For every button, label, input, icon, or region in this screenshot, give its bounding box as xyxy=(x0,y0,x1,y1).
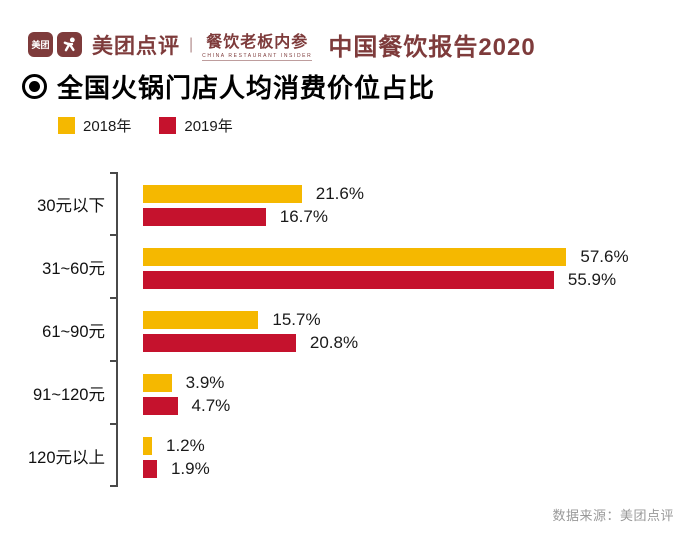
legend-swatch-2018 xyxy=(58,117,75,134)
bar-2019 xyxy=(143,460,157,478)
legend-label-2019: 2019年 xyxy=(184,118,233,135)
bar-row: 1.9% xyxy=(143,459,210,478)
axis-tick xyxy=(110,360,118,362)
chart-legend: 2018年 2019年 xyxy=(58,115,233,136)
axis-tick xyxy=(110,423,118,425)
bar-row: 3.9% xyxy=(143,373,230,392)
report-title: 中国餐饮报告2020 xyxy=(328,34,536,61)
bar-row: 57.6% xyxy=(143,247,629,266)
category-label: 31~60元 xyxy=(42,259,105,278)
axis-tick xyxy=(110,297,118,299)
bar-group-4: 120元以上 1.2% 1.9% xyxy=(0,424,688,487)
bar-value: 16.7% xyxy=(279,207,328,226)
bar-2018 xyxy=(143,374,172,392)
bar-row: 16.7% xyxy=(143,207,364,226)
bar-value: 1.2% xyxy=(166,436,205,455)
page-title: 全国火锅门店人均消费价位占比 xyxy=(57,73,436,103)
bar-group-2: 61~90元 15.7% 20.8% xyxy=(0,298,688,361)
category-label: 30元以下 xyxy=(37,196,105,215)
bar-row: 20.8% xyxy=(143,333,359,352)
bar-value: 55.9% xyxy=(567,270,617,289)
bar-value: 57.6% xyxy=(580,247,629,266)
meituan-kangaroo-icon xyxy=(57,32,82,57)
bar-value: 20.8% xyxy=(309,333,359,352)
bar-value: 4.7% xyxy=(191,396,231,415)
bar-row: 4.7% xyxy=(143,396,231,415)
bar-value: 3.9% xyxy=(185,373,225,392)
title-row: 全国火锅门店人均消费价位占比 xyxy=(22,68,435,105)
legend-swatch-2019 xyxy=(159,117,177,134)
bar-2018 xyxy=(143,311,259,329)
bar-row: 15.7% xyxy=(143,310,358,329)
legend-item-2018: 2018年 xyxy=(58,115,131,136)
bar-2019 xyxy=(143,208,266,226)
legend-item-2019: 2019年 xyxy=(159,115,233,136)
partner-name: 餐饮老板内参 xyxy=(206,34,309,51)
bar-row: 21.6% xyxy=(143,184,364,203)
header: 美团 美团点评 | 餐饮老板内参 CHINA RESTAURANT INSIDE… xyxy=(28,27,536,62)
bar-chart: 30元以下 21.6% 16.7% 31~60元 57.6% xyxy=(0,172,688,487)
partner-subtitle: CHINA RESTAURANT INSIDER xyxy=(202,53,313,61)
bar-value: 15.7% xyxy=(272,310,321,329)
bar-value: 1.9% xyxy=(170,459,210,478)
bar-value: 21.6% xyxy=(315,184,364,203)
data-source: 数据来源：美团点评 xyxy=(552,508,674,523)
bar-2019 xyxy=(143,397,178,415)
meituan-logo-text: 美团 xyxy=(31,40,50,50)
partner-logo: 餐饮老板内参 CHINA RESTAURANT INSIDER xyxy=(202,28,313,61)
category-label: 120元以上 xyxy=(27,448,105,467)
bar-row: 1.2% xyxy=(143,436,210,455)
bar-2018 xyxy=(143,437,152,455)
bar-group-3: 91~120元 3.9% 4.7% xyxy=(0,361,688,424)
bar-2018 xyxy=(143,248,567,266)
brand-name: 美团点评 xyxy=(92,34,180,58)
bullseye-icon xyxy=(22,74,47,99)
category-label: 91~120元 xyxy=(32,385,105,404)
y-axis-line xyxy=(116,172,118,487)
bar-2019 xyxy=(143,334,296,352)
bar-2018 xyxy=(143,185,302,203)
bar-group-0: 30元以下 21.6% 16.7% xyxy=(0,172,688,235)
axis-tick xyxy=(110,234,118,236)
bar-2019 xyxy=(143,271,554,289)
legend-label-2018: 2018年 xyxy=(83,118,132,135)
bar-group-1: 31~60元 57.6% 55.9% xyxy=(0,235,688,298)
category-label: 61~90元 xyxy=(42,322,105,341)
header-divider: | xyxy=(189,35,194,53)
axis-tick xyxy=(110,485,118,487)
bar-row: 55.9% xyxy=(143,270,629,289)
axis-tick xyxy=(110,172,118,174)
meituan-logo-badge: 美团 xyxy=(28,32,53,57)
